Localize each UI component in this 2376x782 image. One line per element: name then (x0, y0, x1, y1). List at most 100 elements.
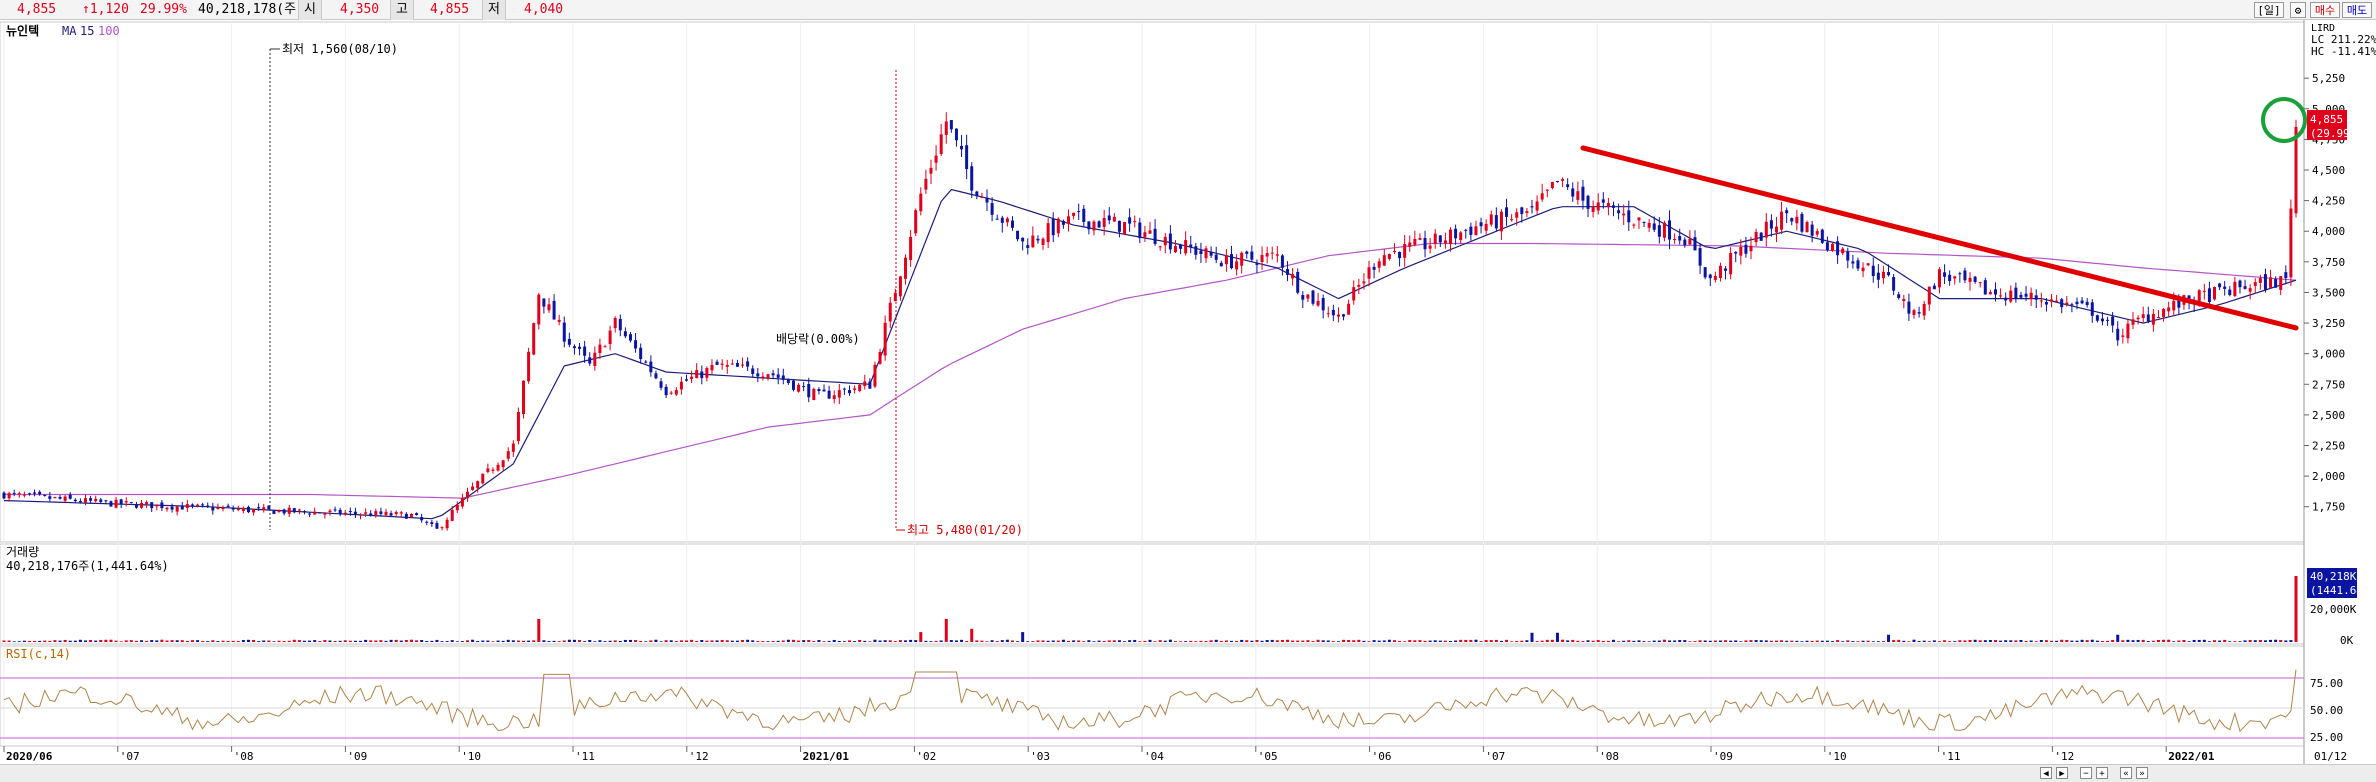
x-label-7: 2021/01 (803, 750, 850, 763)
volume-bar-443 (2258, 640, 2262, 642)
volume-bar-376 (1917, 641, 1921, 642)
volume-bar-93 (476, 640, 480, 642)
volume-bar-444 (2263, 640, 2267, 642)
volume-bar-314 (1601, 640, 1605, 642)
candle-325 (1657, 225, 1661, 237)
volume-bar-302 (1540, 640, 1544, 642)
candle-143 (730, 363, 734, 365)
high-label: 고 (390, 0, 414, 20)
volume-bar-271 (1382, 640, 1386, 642)
candle-177 (904, 257, 908, 279)
candle-368 (1876, 272, 1880, 280)
volume-bar-250 (1275, 640, 1279, 642)
last-page-button[interactable]: » (2136, 767, 2148, 779)
volume-bar-423 (2156, 640, 2160, 642)
candle-132 (674, 389, 678, 395)
candle-389 (1983, 280, 1987, 295)
volume-bar-24 (124, 640, 128, 642)
first-page-button[interactable]: « (2120, 767, 2132, 779)
volume-bar-445 (2269, 639, 2273, 642)
candle-299 (1525, 211, 1529, 213)
candle-85 (435, 523, 439, 529)
candle-398 (2029, 292, 2033, 299)
scroll-bar[interactable]: ◀ ▶ − + « » (0, 764, 2376, 782)
volume-bar-393 (2004, 640, 2008, 642)
candle-367 (1871, 265, 1875, 277)
candle-395 (2014, 287, 2018, 299)
zoom-in-button[interactable]: + (2096, 767, 2108, 779)
volume-bar-385 (1963, 640, 1967, 642)
volume-bar-131 (669, 640, 673, 642)
candle-67 (343, 512, 347, 514)
period-button[interactable]: [일] (2254, 2, 2284, 18)
volume-bar-29 (150, 640, 154, 642)
candle-441 (2248, 288, 2252, 292)
volume-bar-305 (1555, 632, 1559, 642)
candle-66 (338, 509, 342, 515)
x-label-16: '10 (1827, 750, 1847, 763)
volume-bar-120 (613, 640, 617, 642)
volume-bar-73 (374, 640, 378, 642)
candle-386 (1968, 277, 1972, 282)
candle-426 (2172, 300, 2176, 311)
candle-188 (960, 145, 964, 150)
candle-240 (1224, 255, 1228, 265)
volume-bar-436 (2223, 639, 2227, 642)
volume-bar-434 (2213, 640, 2217, 642)
gear-icon[interactable]: ⚙ (2290, 2, 2306, 18)
candle-314 (1601, 199, 1605, 203)
candle-8 (43, 495, 47, 497)
volume-bar-387 (1973, 639, 1977, 642)
volume-bar-79 (404, 640, 408, 642)
candle-203 (1036, 238, 1040, 241)
candle-155 (791, 380, 795, 390)
candle-302 (1540, 193, 1544, 200)
candle-15 (78, 501, 82, 503)
volume-bar-206 (1051, 640, 1055, 642)
volume-bar-122 (623, 639, 627, 642)
candle-256 (1306, 294, 1310, 299)
volume-bar-65 (333, 641, 337, 642)
volume-bar-10 (53, 640, 57, 642)
volume-bar-225 (1148, 639, 1152, 642)
volume-bar-44 (226, 640, 230, 642)
stock-chart[interactable]: 5,2505,0004,7504,5004,2504,0003,7503,500… (0, 20, 2376, 764)
volume-bar-173 (883, 640, 887, 642)
candle-351 (1790, 218, 1794, 222)
candle-116 (593, 352, 597, 366)
candle-40 (206, 505, 210, 507)
x-label-9: '03 (1030, 750, 1050, 763)
scroll-right-button[interactable]: ▶ (2056, 767, 2068, 779)
candle-440 (2243, 286, 2247, 289)
candle-4 (22, 494, 26, 496)
candle-55 (282, 509, 286, 514)
lc-label: LC 211.22% (2311, 33, 2376, 46)
sell-button[interactable]: 매도 (2342, 2, 2372, 18)
candle-290 (1479, 222, 1483, 227)
volume-bar-372 (1897, 639, 1901, 642)
volume-bar-49 (252, 639, 256, 642)
volume-tag (2307, 568, 2357, 598)
candle-80 (409, 513, 413, 518)
buy-button[interactable]: 매수 (2310, 2, 2340, 18)
candle-130 (664, 386, 668, 396)
scroll-left-button[interactable]: ◀ (2040, 767, 2052, 779)
volume-bar-105 (537, 618, 541, 642)
candle-362 (1846, 251, 1850, 261)
volume-bar-227 (1158, 640, 1162, 642)
volume-bar-310 (1581, 641, 1585, 642)
candle-435 (2218, 283, 2222, 288)
candle-87 (445, 519, 449, 529)
volume-bar-11 (58, 640, 62, 642)
candle-163 (832, 395, 836, 400)
volume-bar-438 (2233, 641, 2237, 642)
candle-180 (919, 193, 923, 212)
volume-bar-312 (1591, 640, 1595, 642)
candle-220 (1123, 222, 1127, 235)
volume-bar-295 (1505, 639, 1509, 642)
candle-72 (369, 513, 373, 517)
zoom-out-button[interactable]: − (2080, 767, 2092, 779)
volume-bar-238 (1214, 639, 1218, 642)
candle-423 (2156, 317, 2160, 319)
candle-371 (1892, 276, 1896, 291)
